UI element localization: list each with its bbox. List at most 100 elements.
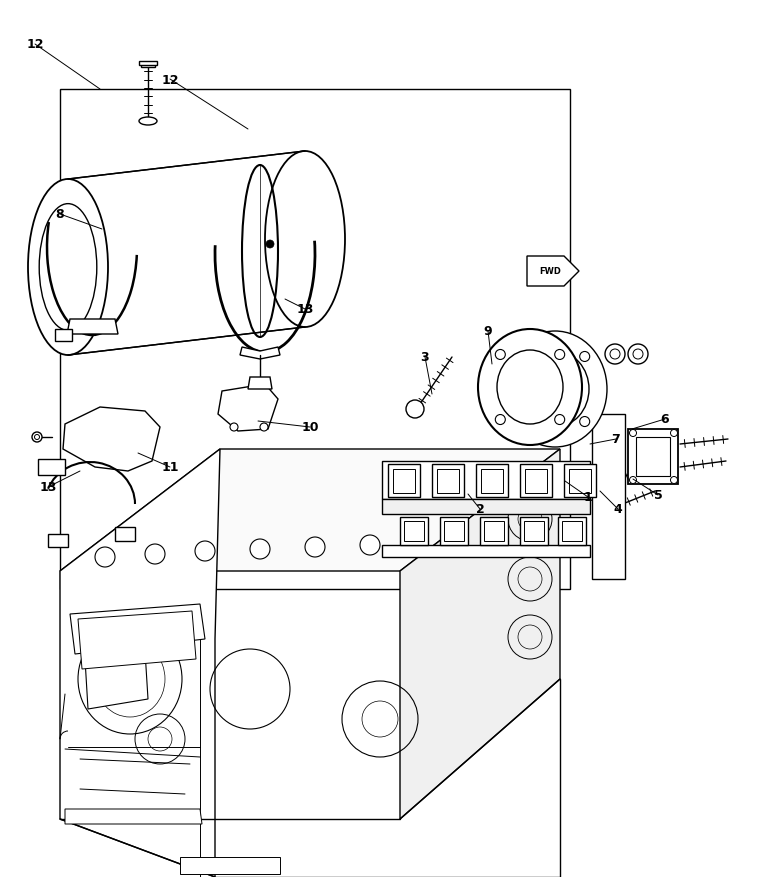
- Circle shape: [32, 432, 42, 443]
- Text: 12: 12: [161, 74, 179, 87]
- Polygon shape: [400, 517, 428, 545]
- Polygon shape: [480, 517, 508, 545]
- Circle shape: [230, 424, 238, 431]
- Polygon shape: [440, 517, 468, 545]
- Circle shape: [555, 415, 565, 425]
- Text: 13: 13: [39, 481, 57, 494]
- Ellipse shape: [478, 330, 582, 446]
- Polygon shape: [520, 465, 552, 497]
- Circle shape: [670, 477, 678, 484]
- Polygon shape: [476, 465, 508, 497]
- Polygon shape: [520, 517, 548, 545]
- Polygon shape: [60, 450, 220, 877]
- Polygon shape: [248, 378, 272, 389]
- Polygon shape: [525, 469, 547, 494]
- Circle shape: [520, 417, 530, 427]
- Polygon shape: [141, 65, 155, 68]
- Circle shape: [580, 417, 590, 427]
- Text: 12: 12: [26, 39, 44, 52]
- Circle shape: [145, 545, 165, 565]
- Polygon shape: [55, 330, 72, 342]
- Polygon shape: [38, 460, 65, 475]
- Circle shape: [250, 539, 270, 560]
- Ellipse shape: [497, 351, 563, 424]
- Circle shape: [305, 538, 325, 558]
- Text: 13: 13: [296, 303, 314, 316]
- Polygon shape: [564, 465, 596, 497]
- Circle shape: [520, 352, 530, 362]
- Polygon shape: [592, 415, 625, 580]
- Polygon shape: [558, 517, 586, 545]
- Text: 11: 11: [161, 461, 179, 474]
- Text: 5: 5: [653, 489, 662, 502]
- Polygon shape: [388, 465, 420, 497]
- Polygon shape: [115, 527, 135, 541]
- Polygon shape: [382, 461, 590, 499]
- Circle shape: [580, 352, 590, 362]
- Circle shape: [95, 547, 115, 567]
- Polygon shape: [636, 438, 670, 476]
- Polygon shape: [437, 469, 459, 494]
- Circle shape: [34, 435, 40, 440]
- Text: 8: 8: [56, 208, 64, 221]
- Circle shape: [495, 350, 506, 360]
- Polygon shape: [569, 469, 591, 494]
- Polygon shape: [218, 384, 278, 431]
- Text: 6: 6: [661, 413, 669, 426]
- Polygon shape: [481, 469, 503, 494]
- Polygon shape: [393, 469, 415, 494]
- Circle shape: [555, 350, 565, 360]
- Polygon shape: [85, 652, 148, 709]
- Polygon shape: [400, 450, 560, 819]
- Polygon shape: [78, 611, 196, 669]
- Circle shape: [605, 345, 625, 365]
- Polygon shape: [562, 522, 582, 541]
- Polygon shape: [139, 62, 157, 66]
- Text: 9: 9: [483, 325, 493, 339]
- Circle shape: [633, 350, 643, 360]
- Polygon shape: [48, 534, 68, 547]
- Circle shape: [630, 477, 636, 484]
- Polygon shape: [67, 319, 118, 335]
- Circle shape: [260, 424, 268, 431]
- Polygon shape: [65, 809, 202, 824]
- Ellipse shape: [265, 152, 345, 328]
- Text: 10: 10: [301, 421, 319, 434]
- Circle shape: [670, 430, 678, 437]
- Polygon shape: [444, 522, 464, 541]
- Polygon shape: [60, 450, 560, 571]
- Circle shape: [495, 415, 506, 425]
- Polygon shape: [240, 347, 280, 360]
- Circle shape: [360, 535, 380, 555]
- Ellipse shape: [503, 332, 607, 447]
- Polygon shape: [382, 545, 590, 558]
- Text: 3: 3: [421, 351, 429, 364]
- Polygon shape: [484, 522, 504, 541]
- Polygon shape: [404, 522, 424, 541]
- Ellipse shape: [139, 118, 157, 126]
- Polygon shape: [63, 408, 160, 472]
- Circle shape: [406, 401, 424, 418]
- Text: 7: 7: [612, 433, 620, 446]
- Polygon shape: [68, 152, 305, 355]
- Polygon shape: [628, 430, 678, 484]
- Ellipse shape: [39, 204, 97, 331]
- Circle shape: [628, 345, 648, 365]
- Text: FWD: FWD: [539, 267, 561, 276]
- Polygon shape: [180, 857, 280, 874]
- Circle shape: [630, 430, 636, 437]
- Text: 4: 4: [614, 503, 623, 516]
- Polygon shape: [382, 499, 590, 515]
- Polygon shape: [70, 604, 205, 654]
- Polygon shape: [527, 257, 579, 287]
- Text: 2: 2: [476, 503, 484, 516]
- Circle shape: [266, 240, 274, 249]
- Text: 1: 1: [584, 491, 592, 504]
- Ellipse shape: [28, 180, 108, 355]
- Circle shape: [610, 350, 620, 360]
- Polygon shape: [432, 465, 464, 497]
- Ellipse shape: [521, 352, 589, 427]
- Polygon shape: [60, 90, 570, 589]
- Circle shape: [195, 541, 215, 561]
- Polygon shape: [524, 522, 544, 541]
